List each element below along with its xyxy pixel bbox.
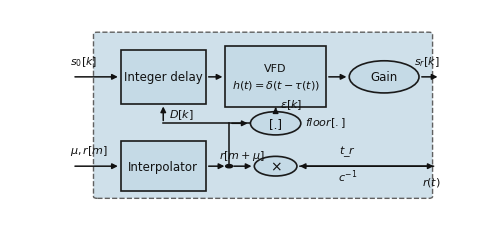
Text: Interpolator: Interpolator — [128, 160, 198, 173]
Text: $\mu, r[m]$: $\mu, r[m]$ — [70, 144, 108, 158]
Text: $\varepsilon[k]$: $\varepsilon[k]$ — [280, 97, 302, 111]
Circle shape — [349, 61, 419, 94]
FancyBboxPatch shape — [120, 51, 206, 104]
Text: [.]: [.] — [269, 117, 282, 130]
FancyBboxPatch shape — [120, 142, 206, 191]
Text: $\times$: $\times$ — [270, 159, 281, 173]
Text: $s_r[k]$: $s_r[k]$ — [414, 55, 439, 69]
Text: $c^{-1}$: $c^{-1}$ — [338, 167, 357, 184]
Text: $t\_r$: $t\_r$ — [339, 144, 356, 158]
Text: VFD
$h(t) = \delta(t - \tau(t))$: VFD $h(t) = \delta(t - \tau(t))$ — [232, 64, 320, 91]
Text: $r[m+\mu]$: $r[m+\mu]$ — [219, 148, 264, 162]
Text: $s_0[k]$: $s_0[k]$ — [70, 55, 98, 69]
Circle shape — [226, 165, 232, 168]
Text: Integer delay: Integer delay — [124, 71, 202, 84]
Circle shape — [254, 157, 297, 176]
FancyBboxPatch shape — [226, 47, 326, 108]
Text: Gain: Gain — [370, 71, 398, 84]
Circle shape — [250, 112, 301, 135]
Text: $floor[.]$: $floor[.]$ — [306, 116, 346, 130]
Text: $r(t)$: $r(t)$ — [422, 175, 440, 188]
FancyBboxPatch shape — [94, 33, 432, 198]
Text: $D[k]$: $D[k]$ — [169, 107, 194, 121]
